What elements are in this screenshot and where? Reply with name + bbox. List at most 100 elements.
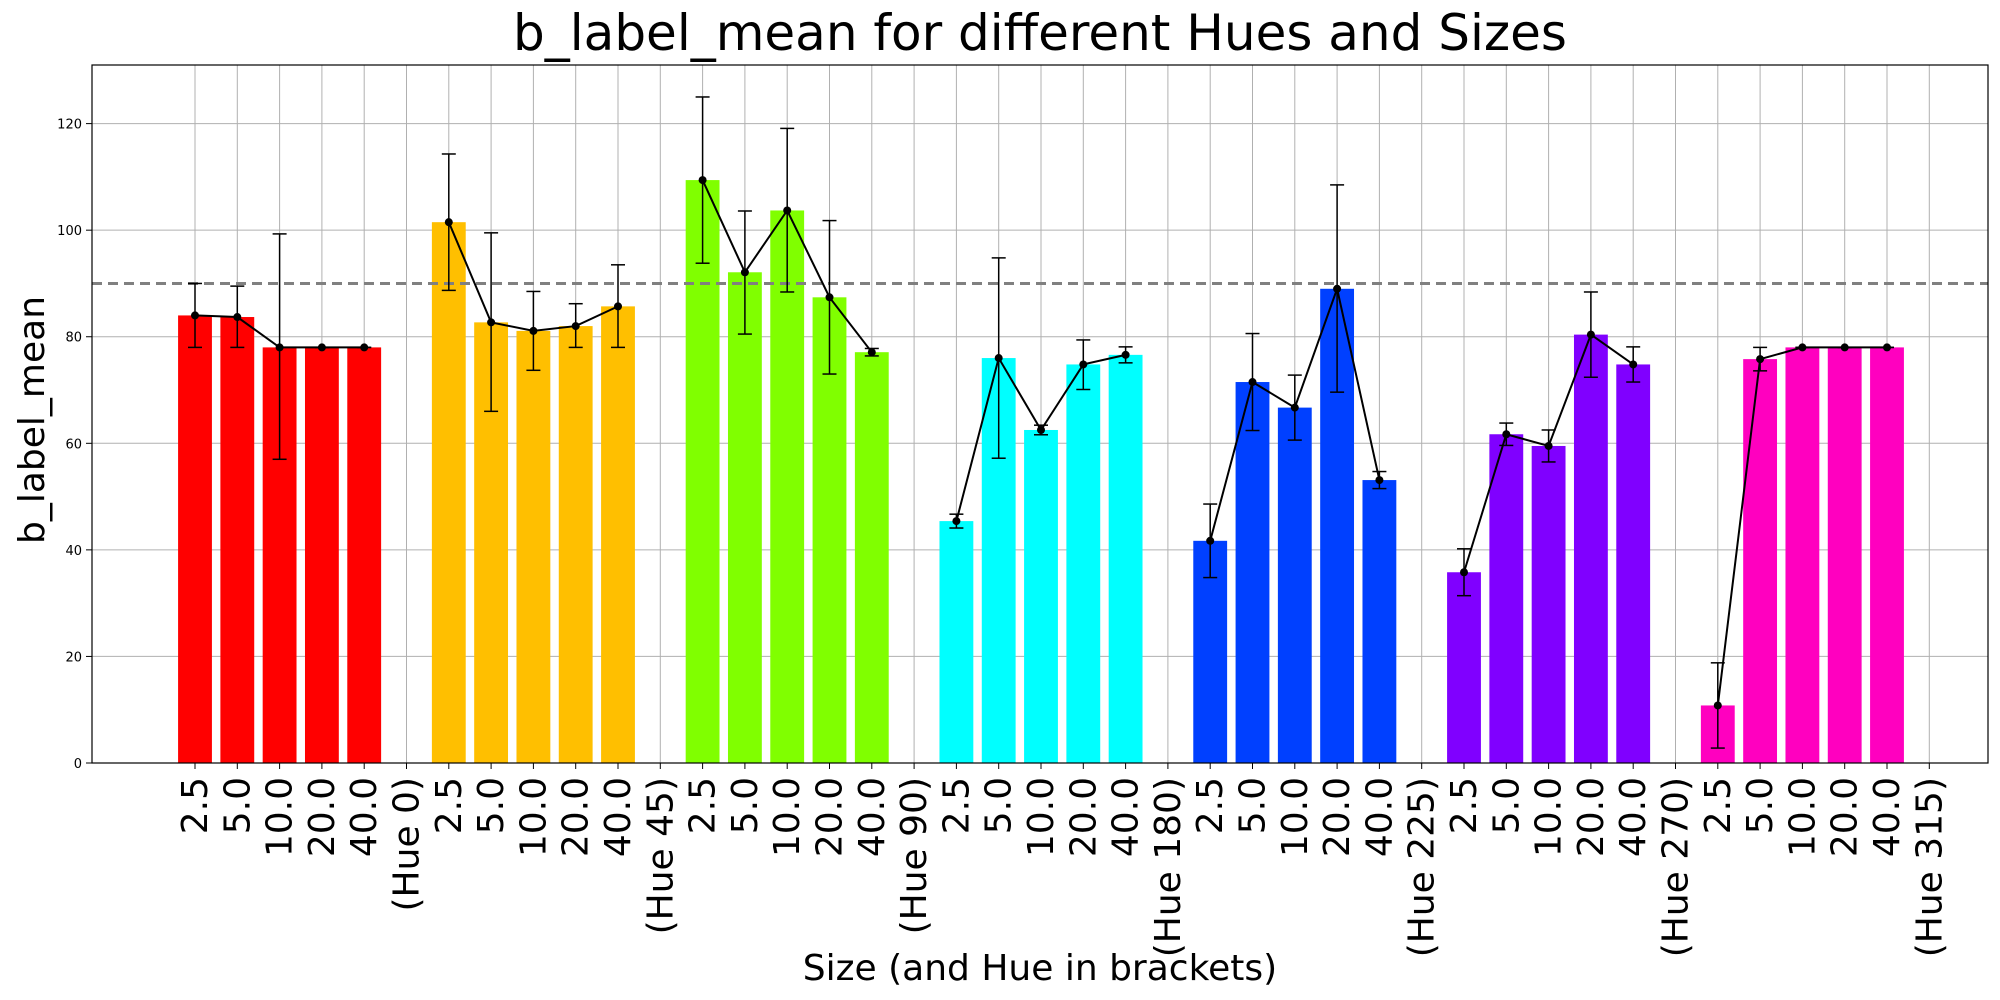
- x-tick-label-size: 40.0: [852, 777, 893, 857]
- data-point: [1375, 476, 1384, 485]
- x-tick-label-hue: (Hue 225): [1402, 777, 1443, 957]
- y-tick-label: 20: [65, 650, 82, 665]
- bar: [1447, 572, 1481, 763]
- data-point: [191, 311, 199, 320]
- data-point: [614, 302, 622, 311]
- data-point: [317, 343, 326, 352]
- x-tick-label-size: 5.0: [725, 777, 766, 834]
- x-tick-label-size: 10.0: [260, 777, 301, 857]
- x-tick-label-hue: (Hue 0): [387, 777, 428, 911]
- bar: [1024, 429, 1058, 763]
- x-tick-label-size: 2.5: [1444, 777, 1485, 834]
- data-point: [1502, 430, 1511, 439]
- y-axis-label: b_label_mean: [12, 296, 53, 544]
- x-tick-label-size: 5.0: [1486, 777, 1527, 834]
- bar: [854, 352, 889, 763]
- data-point: [867, 348, 876, 357]
- x-axis-label: Size (and Hue in brackets): [803, 948, 1277, 989]
- bar: [347, 347, 382, 763]
- data-point: [698, 176, 707, 185]
- data-point: [571, 322, 580, 331]
- data-point: [1460, 568, 1468, 577]
- y-tick-label: 60: [65, 437, 82, 452]
- data-point: [1121, 350, 1130, 359]
- x-tick-label-size: 5.0: [1233, 777, 1274, 834]
- y-tick-label: 120: [57, 118, 82, 133]
- x-tick-label-size: 10.0: [1021, 777, 1062, 857]
- bar: [685, 180, 720, 763]
- data-point: [233, 313, 242, 322]
- x-tick-label-size: 40.0: [1359, 777, 1400, 857]
- chart-title: b_label_mean for different Hues and Size…: [513, 4, 1567, 62]
- data-point: [1290, 403, 1299, 412]
- x-tick-label-size: 20.0: [1317, 777, 1358, 857]
- x-tick-label-size: 2.5: [1698, 777, 1739, 834]
- x-tick-label-size: 10.0: [1782, 777, 1823, 857]
- bar: [1827, 347, 1862, 763]
- bar: [770, 210, 805, 764]
- bar: [431, 222, 466, 763]
- bar: [516, 330, 551, 763]
- x-tick-label-size: 20.0: [1571, 777, 1612, 857]
- bar: [1362, 480, 1397, 763]
- x-tick-label-hue: (Hue 315): [1909, 777, 1950, 957]
- data-point: [1544, 441, 1553, 450]
- x-tick-label-size: 2.5: [429, 777, 470, 834]
- data-point: [360, 343, 369, 352]
- data-point: [740, 268, 749, 277]
- data-point: [952, 517, 961, 526]
- bar: [601, 306, 635, 763]
- bar: [1235, 382, 1270, 763]
- bar: [1616, 364, 1651, 763]
- data-point: [1248, 378, 1257, 387]
- x-tick-label-hue: (Hue 90): [894, 777, 935, 934]
- data-point: [825, 293, 834, 302]
- bar: [1743, 359, 1778, 763]
- x-tick-label-hue: (Hue 270): [1656, 777, 1697, 957]
- bar: [220, 317, 255, 763]
- x-tick-label-size: 20.0: [302, 777, 343, 857]
- y-tick-label: 0: [74, 757, 82, 772]
- x-tick-label-size: 10.0: [513, 777, 554, 857]
- bar: [1108, 354, 1143, 763]
- bar: [1531, 445, 1566, 763]
- bar: [178, 315, 212, 763]
- bar: [1573, 334, 1608, 763]
- bar: [939, 521, 974, 763]
- x-tick-label-size: 5.0: [1740, 777, 1781, 834]
- data-point: [994, 354, 1003, 363]
- bar: [304, 347, 339, 763]
- x-tick-label-size: 20.0: [1063, 777, 1104, 857]
- plot-frame: [91, 64, 1989, 764]
- data-point: [275, 343, 284, 352]
- x-tick-label-size: 40.0: [344, 777, 385, 857]
- bar: [1870, 347, 1904, 763]
- bar: [812, 297, 847, 763]
- data-point: [1079, 360, 1088, 369]
- y-tick-label: 40: [65, 544, 82, 559]
- data-point: [1798, 343, 1807, 352]
- x-tick-label-hue: (Hue 180): [1148, 777, 1189, 957]
- x-tick-label-size: 10.0: [1529, 777, 1570, 857]
- x-tick-label-size: 2.5: [936, 777, 977, 834]
- bar: [1785, 347, 1820, 763]
- x-tick-label-size: 20.0: [1825, 777, 1866, 857]
- error-bar-layer: [188, 96, 1894, 749]
- x-tick-label-size: 5.0: [217, 777, 258, 834]
- bar: [1066, 364, 1101, 763]
- x-tick-label-size: 5.0: [471, 777, 512, 834]
- x-tick-label-size: 40.0: [1106, 777, 1147, 857]
- x-tick-label-size: 10.0: [1275, 777, 1316, 857]
- bar: [727, 272, 762, 763]
- x-tick-label-size: 20.0: [556, 777, 597, 857]
- data-point: [1756, 355, 1765, 364]
- y-tick-label: 100: [57, 224, 82, 239]
- data-point: [487, 318, 496, 327]
- data-point: [1586, 330, 1595, 339]
- x-tick-label-size: 40.0: [1867, 777, 1908, 857]
- data-point: [1629, 360, 1638, 369]
- x-tick-label-size: 40.0: [1613, 777, 1654, 857]
- data-point: [1037, 425, 1045, 434]
